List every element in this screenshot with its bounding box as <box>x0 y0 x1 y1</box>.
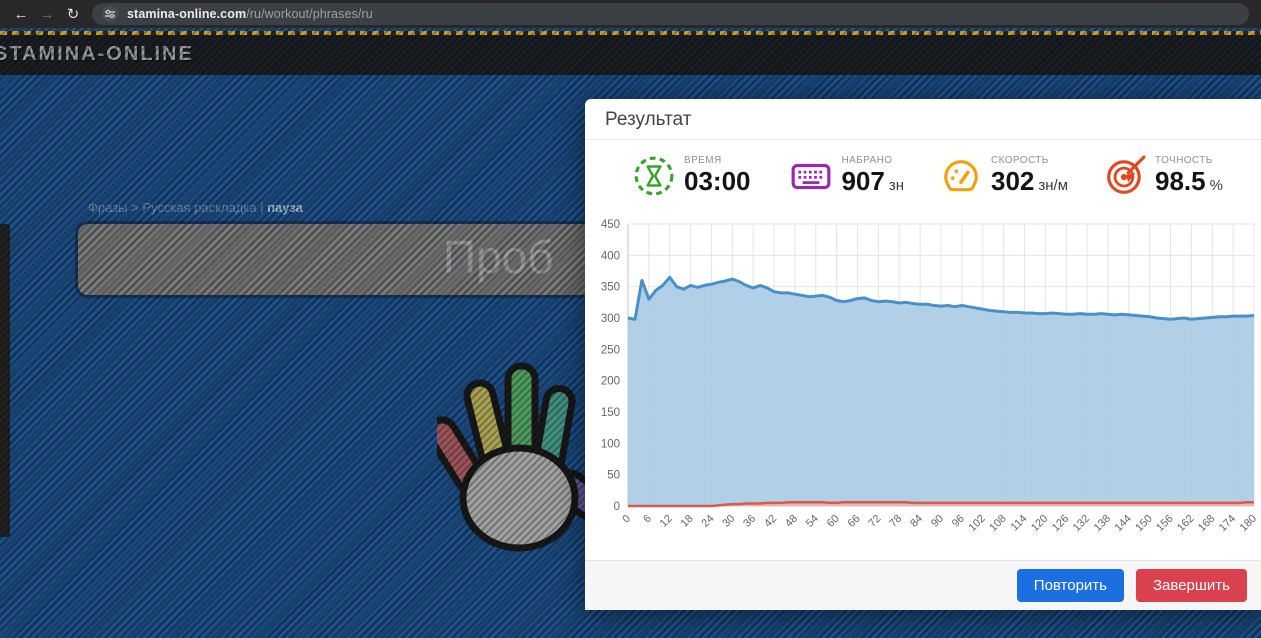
keyboard-icon <box>792 163 831 190</box>
url-path: /ru/workout/phrases/ru <box>246 7 373 21</box>
palm <box>459 444 579 552</box>
svg-text:90: 90 <box>929 513 946 530</box>
pause-label: пауза <box>267 200 303 215</box>
svg-text:84: 84 <box>908 513 925 530</box>
svg-text:126: 126 <box>1050 513 1071 534</box>
url-domain: stamina-online.com <box>127 7 247 21</box>
svg-text:0: 0 <box>620 513 633 526</box>
svg-text:24: 24 <box>699 513 716 530</box>
stat-speed-label: СКОРОСТЬ <box>991 155 1049 167</box>
reload-icon[interactable]: ↻ <box>66 6 80 23</box>
chart-container: 0 50 100 150 200 250 300 350 400 450 0 6 12 18 24 30 36 4… <box>585 212 1261 557</box>
stats-row: ВРЕМЯ 03:00 НАБРАНО 907 зн <box>585 140 1261 212</box>
site-header: STAMINA-ONLINE <box>0 35 1261 75</box>
svg-text:150: 150 <box>601 407 620 419</box>
svg-text:300: 300 <box>601 313 620 325</box>
svg-text:0: 0 <box>614 501 620 513</box>
svg-text:144: 144 <box>1112 513 1133 534</box>
stat-speed-value: 302 <box>991 165 1035 196</box>
svg-text:12: 12 <box>658 513 675 530</box>
svg-text:108: 108 <box>987 513 1008 534</box>
svg-text:50: 50 <box>607 470 620 482</box>
address-bar[interactable]: stamina-online.com/ru/workout/phrases/ru <box>92 3 1249 25</box>
stat-accuracy: ТОЧНОСТЬ 98.5% <box>1104 155 1223 197</box>
svg-text:60: 60 <box>825 513 842 530</box>
stat-speed-unit: зн/м <box>1038 176 1069 194</box>
svg-text:72: 72 <box>866 513 883 530</box>
gold-dashed-divider <box>0 31 1261 35</box>
forward-icon[interactable]: → <box>39 5 55 23</box>
stat-accuracy-label: ТОЧНОСТЬ <box>1155 155 1213 167</box>
stat-accuracy-value: 98.5 <box>1155 165 1206 196</box>
stat-typed-value: 907 <box>841 165 885 196</box>
svg-text:132: 132 <box>1071 513 1092 534</box>
breadcrumb-separator: | <box>256 200 268 215</box>
svg-text:250: 250 <box>601 344 620 356</box>
svg-text:48: 48 <box>783 513 800 530</box>
svg-text:150: 150 <box>1133 513 1154 534</box>
modal-title: Результат <box>585 99 1261 140</box>
breadcrumb-trail: Фразы > Русская раскладка <box>88 200 257 215</box>
svg-text:450: 450 <box>601 219 620 231</box>
svg-text:168: 168 <box>1196 513 1217 534</box>
svg-text:6: 6 <box>641 513 654 526</box>
back-icon[interactable]: ← <box>13 5 29 23</box>
svg-text:138: 138 <box>1092 513 1113 534</box>
svg-text:42: 42 <box>762 513 779 530</box>
svg-text:36: 36 <box>741 513 758 530</box>
site-logo[interactable]: STAMINA-ONLINE <box>0 43 194 65</box>
browser-toolbar: ← → ↻ stamina-online.com/ru/workout/phra… <box>0 0 1261 28</box>
svg-text:400: 400 <box>601 250 620 262</box>
stat-time: ВРЕМЯ 03:00 <box>633 155 755 197</box>
stat-accuracy-unit: % <box>1209 176 1223 194</box>
site-settings-icon[interactable] <box>102 6 118 22</box>
stat-typed: НАБРАНО 907 зн <box>790 155 904 197</box>
svg-text:30: 30 <box>720 513 737 530</box>
svg-text:96: 96 <box>950 513 967 530</box>
svg-text:120: 120 <box>1029 513 1050 534</box>
stat-time-label: ВРЕМЯ <box>684 155 722 167</box>
side-panel-edge <box>0 224 10 537</box>
modal-footer: Повторить Завершить <box>585 560 1261 610</box>
stat-speed: СКОРОСТЬ 302 зн/м <box>940 155 1068 197</box>
results-modal: Результат ВРЕМЯ 03:00 <box>585 99 1261 610</box>
svg-text:102: 102 <box>966 513 987 534</box>
svg-text:54: 54 <box>804 513 821 530</box>
timer-icon <box>634 156 674 196</box>
hand-illustration <box>425 358 609 553</box>
speedometer-icon <box>944 160 978 192</box>
svg-text:114: 114 <box>1009 513 1030 534</box>
svg-text:174: 174 <box>1217 513 1238 534</box>
svg-text:66: 66 <box>846 513 863 530</box>
finish-button[interactable]: Завершить <box>1136 569 1247 602</box>
repeat-button[interactable]: Повторить <box>1016 569 1124 602</box>
svg-text:18: 18 <box>679 513 696 530</box>
svg-text:180: 180 <box>1238 513 1259 534</box>
svg-text:200: 200 <box>601 376 620 388</box>
svg-text:78: 78 <box>887 513 904 530</box>
typing-ghost-text: Проб <box>443 231 554 283</box>
stat-typed-label: НАБРАНО <box>841 155 893 167</box>
svg-text:162: 162 <box>1175 513 1196 534</box>
svg-text:100: 100 <box>601 438 620 450</box>
stat-typed-unit: зн <box>888 176 905 194</box>
svg-text:156: 156 <box>1154 513 1175 534</box>
target-icon <box>1107 155 1146 194</box>
stat-time-value: 03:00 <box>684 165 751 196</box>
breadcrumb: Фразы > Русская раскладка | пауза <box>88 200 303 215</box>
url-text: stamina-online.com/ru/workout/phrases/ru <box>127 7 373 21</box>
svg-text:350: 350 <box>601 282 620 294</box>
